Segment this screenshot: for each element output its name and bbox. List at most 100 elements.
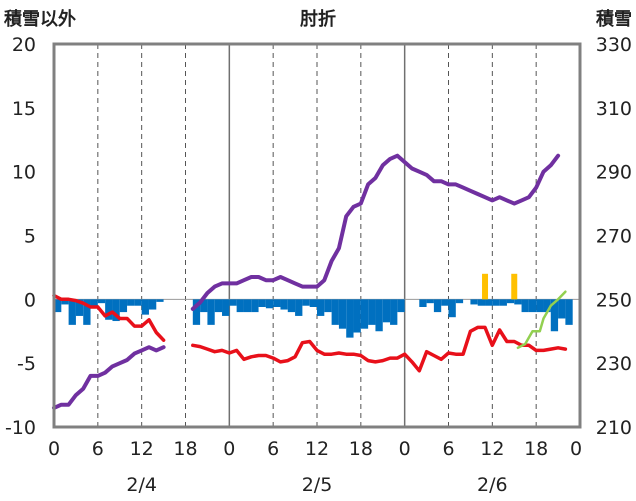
right-tick-label: 250 [596,289,632,311]
precipitation-bar [112,299,120,322]
x-tick-label: 0 [399,438,411,460]
precipitation-bar [54,299,62,313]
sunshine-bar [511,273,518,300]
precipitation-bar [265,299,274,309]
left-tick-label: 20 [12,34,36,56]
precipitation-bar [528,299,537,313]
precipitation-bar [426,299,434,304]
series-lines [52,153,568,410]
precipitation-bar [192,299,201,325]
precipitation-bars [54,299,573,338]
sunshine-bar [482,273,489,300]
right-tick-label: 270 [596,226,632,248]
date-labels: 2/4 2/5 2/6 [126,474,507,496]
precipitation-bar [543,299,551,313]
precipitation-bar [317,299,325,316]
right-tick-label: 210 [596,417,632,439]
left-tick-label: 5 [24,226,36,248]
x-tick-label: 6 [267,438,279,460]
precipitation-bar [229,299,237,306]
precipitation-bar [550,299,559,332]
precipitation-bar [119,299,128,313]
precipitation-bar [485,299,493,306]
x-axis-ticks: 0 6 12 18 0 6 12 18 0 6 12 18 0 [48,438,582,460]
precipitation-bar [61,299,69,305]
precipitation-bar [419,299,427,307]
precipitation-bar [258,299,266,307]
left-tick-label: 0 [24,289,36,311]
precipitation-bar [309,299,317,307]
precipitation-bar [536,299,544,313]
right-tick-label: 230 [596,353,632,375]
left-axis-title: 積雪以外 [3,8,76,30]
precipitation-bar [68,299,76,325]
precipitation-bar [397,299,405,313]
right-tick-label: 290 [596,162,632,184]
left-tick-label: 10 [12,162,36,184]
green-series-line [516,290,567,350]
precipitation-bar [346,299,354,338]
precipitation-bar [141,299,149,315]
x-tick-label: 12 [305,438,329,460]
precipitation-bar [448,299,456,318]
left-axis-ticks: 20 15 10 5 0 -5 -10 [5,34,36,439]
precipitation-bar [455,299,464,304]
precipitation-bar [302,299,310,306]
precipitation-bar [200,299,208,313]
precipitation-bar [156,299,164,302]
precipitation-bar [75,299,84,316]
precipitation-bar [382,299,391,323]
precipitation-bar [105,299,113,320]
precipitation-bar [295,299,303,316]
x-tick-label: 6 [92,438,104,460]
precipitation-bar [214,299,223,313]
precipitation-bar [287,299,296,313]
precipitation-bar [521,299,529,313]
x-tick-label: 12 [480,438,504,460]
precipitation-bar [251,299,259,313]
grid-lines [54,44,580,427]
precipitation-bar [368,299,376,325]
precipitation-bar [83,299,91,325]
sunshine-bars [482,273,518,300]
precipitation-bar [506,299,515,304]
precipitation-bar [441,299,449,306]
left-tick-label: -5 [17,353,36,375]
temperature-line [52,293,568,373]
precipitation-bar [222,299,230,316]
precipitation-bar [353,299,361,333]
right-tick-label: 330 [596,34,632,56]
x-tick-label: 18 [524,438,548,460]
precipitation-bar [148,299,157,310]
precipitation-bar [558,299,566,319]
precipitation-bar [236,299,244,313]
precipitation-bar [433,299,442,313]
precipitation-bar [273,299,281,307]
right-axis-ticks: 330 310 290 270 250 230 210 [596,34,632,439]
precipitation-bar [243,299,252,313]
precipitation-bar [324,299,332,313]
date-label: 2/5 [302,474,333,496]
x-tick-label: 18 [173,438,197,460]
right-tick-label: 310 [596,98,632,120]
x-tick-label: 0 [223,438,235,460]
left-tick-label: 15 [12,98,36,120]
precipitation-bar [90,299,98,307]
precipitation-bar [134,299,142,306]
precipitation-bar [375,299,383,332]
plot-frame [52,42,582,429]
precipitation-bar [470,299,478,305]
right-axis-title: 積雪 [595,8,632,30]
x-tick-label: 0 [570,438,582,460]
x-tick-label: 0 [48,438,60,460]
precipitation-bar [477,299,486,306]
precipitation-bar [280,299,288,310]
x-tick-label: 12 [130,438,154,460]
precipitation-bar [565,299,573,325]
precipitation-bar [390,299,398,325]
precipitation-bar [207,299,215,325]
precipitation-bar [127,299,135,306]
precipitation-bar [360,299,369,329]
date-label: 2/4 [126,474,157,496]
